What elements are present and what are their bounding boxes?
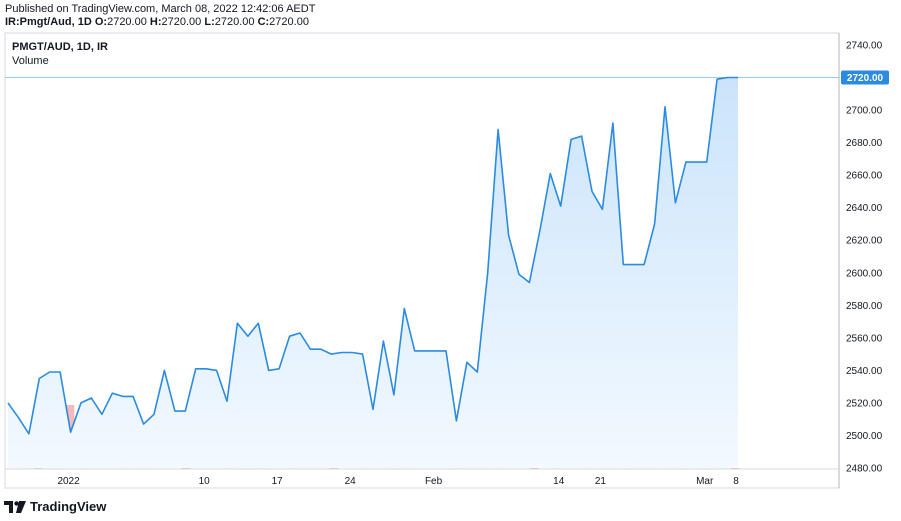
x-tick-label: 2022 [57, 476, 80, 487]
volume-bar [529, 468, 539, 469]
x-tick-label: 21 [595, 476, 607, 487]
y-tick-label: 2660.00 [846, 171, 883, 182]
published-caption: Published on TradingView.com, March 08, … [5, 3, 316, 15]
x-tick-label: Feb [425, 476, 443, 487]
last-price-value: 2720.00 [847, 73, 884, 84]
volume-bar [181, 468, 191, 469]
volume-bar [730, 468, 740, 469]
x-tick-label: 24 [345, 476, 357, 487]
price-scale[interactable]: 2740.00 2700.00 2680.00 2660.00 2640.00 2620.… [846, 41, 883, 475]
tradingview-logo[interactable]: TradingView [4, 499, 106, 514]
y-tick-label: 2500.00 [846, 431, 883, 442]
volume-bar [33, 468, 43, 469]
x-tick-label: 8 [733, 476, 739, 487]
y-tick-label: 2700.00 [846, 106, 883, 117]
x-tick-label: Mar [696, 476, 714, 487]
legend-symbol[interactable]: PMGT/AUD, 1D, IR [12, 41, 108, 53]
legend-volume[interactable]: Volume [12, 55, 49, 67]
ohlc-high: 2720.00 [161, 16, 202, 28]
ohlc-symbol: IR:Pmgt/Aud, 1D [5, 16, 92, 28]
x-tick-label: 10 [199, 476, 211, 487]
x-tick-label: 17 [272, 476, 284, 487]
y-tick-label: 2480.00 [846, 464, 883, 475]
ohlc-high-label: H: [149, 16, 162, 28]
y-tick-label: 2620.00 [846, 236, 883, 247]
x-tick-label: 14 [553, 476, 565, 487]
ohlc-readout: IR:Pmgt/Aud, 1D O:2720.00 H:2720.00 L:27… [5, 16, 309, 29]
y-tick-label: 2580.00 [846, 301, 883, 312]
price-line [7, 76, 738, 435]
y-tick-label: 2680.00 [846, 138, 883, 149]
y-tick-label: 2600.00 [846, 268, 883, 279]
ohlc-close: 2720.00 [269, 16, 309, 28]
y-tick-label: 2740.00 [846, 41, 883, 52]
volume-bar [329, 468, 339, 469]
y-tick-label: 2640.00 [846, 203, 883, 214]
y-tick-label: 2520.00 [846, 398, 883, 409]
last-price-badge-bg [841, 70, 889, 85]
ohlc-open-label: O: [94, 16, 108, 28]
ohlc-low-label: L: [204, 16, 215, 28]
ohlc-open: 2720.00 [107, 16, 147, 28]
tradingview-brand: TradingView [30, 499, 107, 514]
time-scale[interactable]: 2022 10 17 24 Feb 14 21 Mar 8 [57, 476, 739, 487]
y-tick-label: 2540.00 [846, 366, 883, 377]
last-price-badge: 2720.00 [841, 70, 889, 85]
price-area [8, 77, 738, 468]
ohlc-low: 2720.00 [214, 16, 255, 28]
tradingview-logo-icon [4, 500, 26, 513]
y-tick-label: 2560.00 [846, 333, 883, 344]
ohlc-close-label: C: [257, 16, 270, 28]
